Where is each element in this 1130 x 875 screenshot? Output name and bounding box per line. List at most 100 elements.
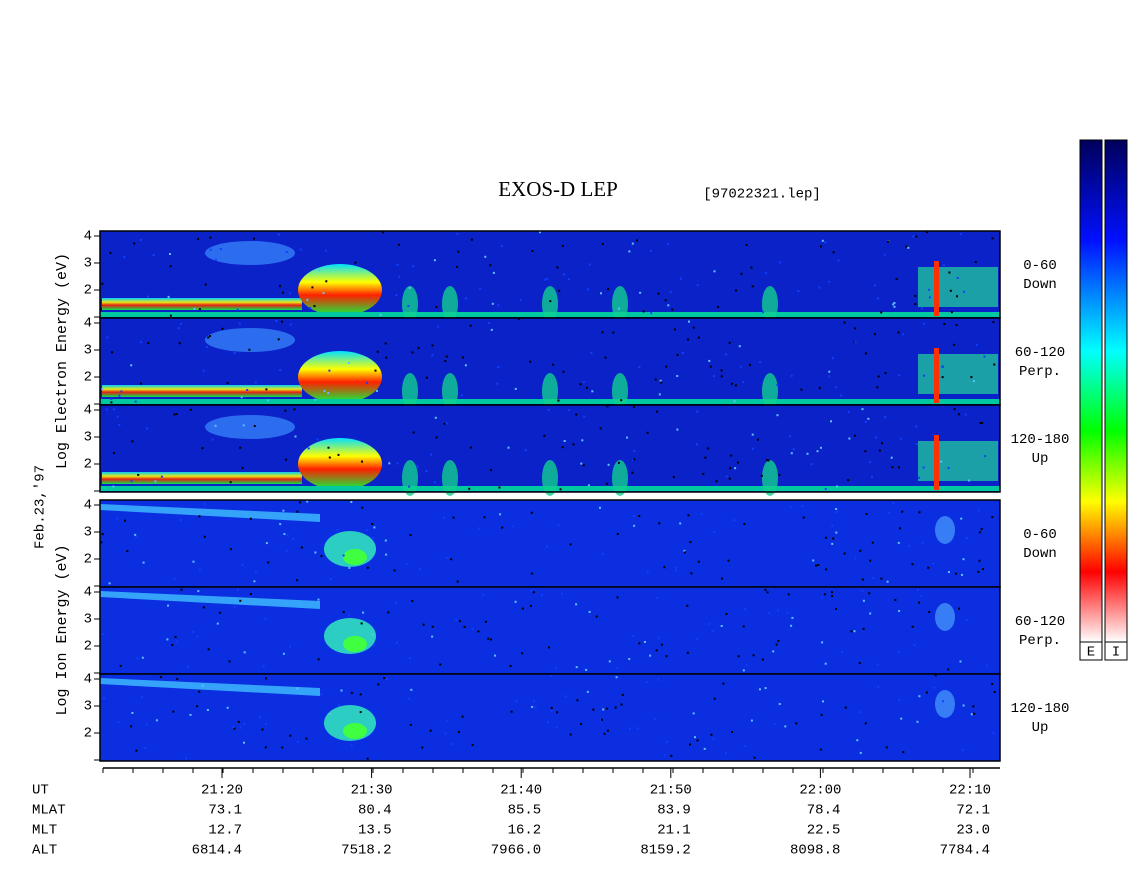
speckle <box>112 408 115 411</box>
speckle <box>914 303 917 306</box>
feature <box>542 460 558 496</box>
speckle <box>717 306 719 308</box>
speckle <box>854 557 857 560</box>
speckle <box>615 676 618 679</box>
speckle <box>922 466 925 469</box>
speckle <box>836 485 839 488</box>
speckle <box>169 265 172 268</box>
feature <box>298 351 382 403</box>
speckle <box>943 323 946 325</box>
speckle <box>359 693 362 696</box>
ephemeris-value: 22.5 <box>807 823 841 839</box>
speckle <box>561 446 564 449</box>
speckle <box>670 754 673 757</box>
speckle <box>246 389 249 391</box>
speckle <box>817 564 820 566</box>
speckle <box>617 461 620 464</box>
direction-label: Down <box>1023 277 1057 293</box>
speckle <box>738 345 741 348</box>
speckle <box>900 717 903 720</box>
speckle <box>873 333 876 336</box>
speckle <box>737 461 739 464</box>
speckle <box>233 605 236 608</box>
speckle <box>396 462 399 465</box>
speckle <box>325 280 328 283</box>
speckle <box>336 529 339 531</box>
speckle <box>898 527 901 530</box>
speckle <box>572 443 575 446</box>
speckle <box>314 398 317 401</box>
feature <box>102 298 302 310</box>
time-label: 21:30 <box>351 783 393 799</box>
speckle <box>650 249 653 252</box>
speckle <box>892 303 895 306</box>
speckle <box>898 610 901 612</box>
speckle <box>671 308 674 311</box>
speckle <box>950 311 953 314</box>
speckle <box>616 596 619 599</box>
speckle <box>456 580 459 583</box>
speckle <box>757 438 759 441</box>
speckle <box>458 620 461 623</box>
speckle <box>734 384 737 387</box>
speckle <box>923 374 926 377</box>
speckle <box>907 246 910 249</box>
speckle <box>868 592 871 595</box>
speckle <box>650 312 653 315</box>
speckle <box>877 297 880 300</box>
speckle <box>970 376 973 379</box>
speckle <box>683 551 686 554</box>
speckle <box>385 553 388 556</box>
speckle <box>812 559 815 562</box>
speckle <box>853 434 856 437</box>
speckle <box>166 638 169 641</box>
speckle <box>418 568 421 571</box>
speckle <box>991 683 994 685</box>
speckle <box>496 382 499 385</box>
speckle <box>576 699 579 702</box>
speckle <box>172 710 175 713</box>
speckle <box>141 656 144 659</box>
speckle <box>446 556 449 559</box>
speckle <box>580 723 582 726</box>
speckle <box>216 622 219 625</box>
speckle <box>867 417 870 420</box>
speckle <box>112 485 115 488</box>
feature <box>205 415 295 439</box>
speckle <box>828 280 831 283</box>
speckle <box>790 374 793 377</box>
speckle <box>202 606 205 609</box>
speckle <box>360 622 363 625</box>
speckle <box>471 627 474 630</box>
speckle <box>864 420 867 423</box>
speckle <box>575 666 578 669</box>
speckle <box>134 400 137 403</box>
feature <box>102 385 302 397</box>
speckle <box>587 484 590 487</box>
feature <box>612 460 628 496</box>
speckle <box>228 660 231 663</box>
speckle <box>445 422 448 425</box>
speckle <box>323 390 326 392</box>
speckle <box>753 756 756 759</box>
speckle <box>821 239 824 242</box>
speckle <box>384 342 387 345</box>
speckle <box>547 721 550 723</box>
speckle <box>940 460 943 463</box>
speckle <box>563 273 566 276</box>
speckle <box>644 641 646 643</box>
speckle <box>204 283 207 286</box>
speckle <box>954 572 957 575</box>
speckle <box>435 436 438 439</box>
speckle <box>395 294 398 297</box>
speckle <box>764 687 767 690</box>
speckle <box>443 516 445 519</box>
speckle <box>248 348 251 351</box>
speckle <box>282 652 285 655</box>
speckle <box>130 725 133 728</box>
speckle <box>387 611 390 614</box>
speckle <box>530 604 532 607</box>
speckle <box>712 738 715 741</box>
speckle <box>766 459 769 461</box>
speckle <box>362 611 365 614</box>
